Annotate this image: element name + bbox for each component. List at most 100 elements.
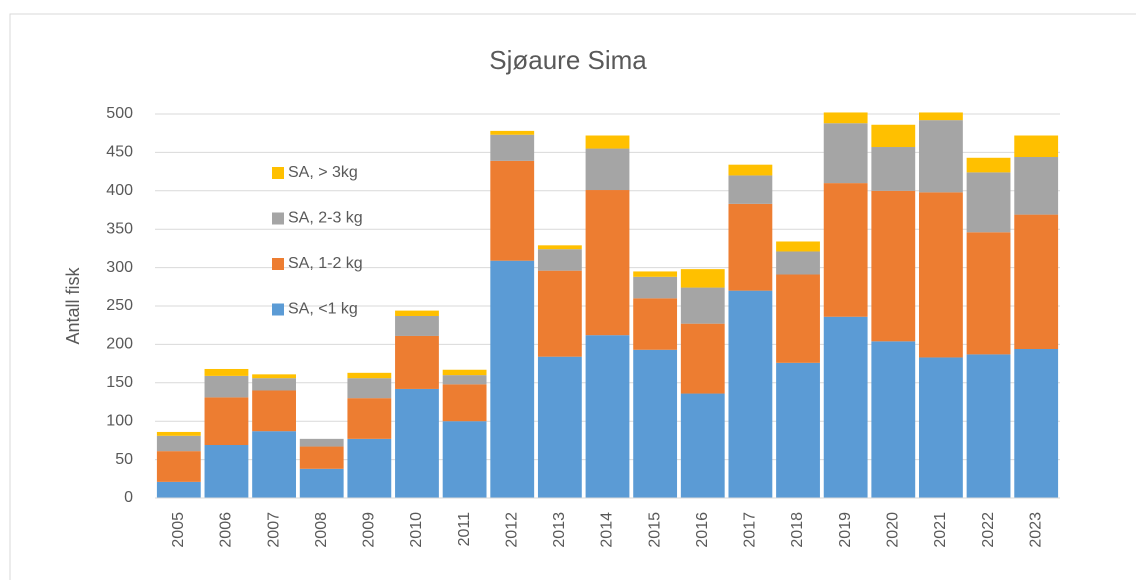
bar-segment [680,323,725,394]
x-tick-label: 2012 [503,512,520,548]
bar-segment [823,112,868,124]
bar-segment [1014,135,1059,158]
bar-segment [347,378,392,399]
bar-segment [966,232,1011,355]
y-tick-label: 100 [106,412,133,429]
y-tick-label: 350 [106,220,133,237]
bar-segment [776,274,820,363]
y-tick-label: 500 [106,105,133,122]
bar-segment [537,270,582,357]
bar-segment [823,316,868,498]
x-tick-label: 2019 [837,512,854,548]
x-tick-label: 2018 [789,512,806,548]
bar-segment [633,271,678,277]
bar-segment [347,438,392,498]
bar-segment [442,369,487,376]
bar-segment [204,397,249,446]
y-tick-label: 200 [106,336,133,353]
bar-segment [919,120,963,193]
bar-segment [537,245,582,250]
legend-label: SA, <1 kg [288,301,358,318]
x-tick-label: 2010 [408,512,425,548]
bar-segment [823,183,868,317]
bar-segment [585,148,630,191]
bar-segment [633,276,678,299]
x-tick-label: 2011 [456,512,473,547]
bar-segment [585,335,630,498]
x-tick-label: 2009 [361,512,378,548]
bar-segment [395,388,439,498]
bar-segment [1014,349,1059,498]
bar-segment [347,372,392,379]
legend-label: SA, 1-2 kg [288,255,363,272]
x-tick-label: 2020 [885,512,902,548]
bar-segment [776,241,820,252]
bar-segment [442,421,487,498]
bar-segment [537,356,582,498]
bar-segment [585,190,630,336]
bar-segment [252,431,296,498]
bar-segment [728,290,773,498]
bar-segment [871,147,916,191]
bar-segment [537,249,582,271]
bar-segment [442,384,487,422]
x-tick-label: 2014 [599,512,616,548]
bar-segment [252,378,296,391]
bar-segment [299,446,344,469]
legend-label: SA, > 3kg [288,164,358,181]
bar-segment [966,354,1011,498]
bar-segment [1014,214,1059,350]
bar-segment [490,134,535,161]
bar-segment [680,269,725,288]
y-tick-label: 150 [106,374,133,391]
bar-segment [633,298,678,350]
bar-segment [728,203,773,291]
y-tick-label: 0 [124,489,133,506]
bar-segment [252,390,296,432]
bar-segment [490,260,535,498]
legend-swatch [272,258,284,270]
chart-frame [9,13,1136,580]
y-axis-label: Antall fisk [63,266,83,344]
y-tick-label: 50 [115,451,133,468]
bar-segment [204,445,249,498]
bar-segment [156,451,201,482]
legend-swatch [272,167,284,179]
bar-segment [919,112,963,121]
bar-segment [871,124,916,148]
x-tick-label: 2015 [646,512,663,548]
bar-segment [680,393,725,498]
bar-segment [347,398,392,439]
bar-segment [204,368,249,376]
bar-segment [633,349,678,498]
bar-segment [871,190,916,342]
bar-segment [966,157,1011,173]
x-tick-label: 2017 [742,512,759,548]
legend-label: SA, 2-3 kg [288,210,363,227]
bar-segment [490,130,535,135]
bar-segment [871,341,916,498]
bar-segment [442,375,487,385]
x-tick-label: 2022 [980,512,997,548]
y-tick-label: 250 [106,297,133,314]
bar-segment [823,123,868,184]
x-tick-label: 2023 [1027,512,1044,548]
bar-segment [204,375,249,398]
bar-segment [1014,157,1059,215]
legend-swatch [272,212,284,225]
bar-segment [919,192,963,358]
bar-segment [156,435,201,452]
bar-segment [156,431,201,436]
bar-segment [776,362,820,498]
bar-segment [585,135,630,149]
y-tick-label: 400 [106,182,133,199]
x-tick-label: 2016 [694,512,711,548]
x-tick-label: 2013 [551,512,568,548]
x-tick-label: 2005 [170,512,187,548]
bar-segment [919,357,963,498]
bar-segment [156,481,201,498]
x-tick-label: 2021 [932,512,949,548]
bar-segment [966,172,1011,233]
bar-segment [490,160,535,261]
